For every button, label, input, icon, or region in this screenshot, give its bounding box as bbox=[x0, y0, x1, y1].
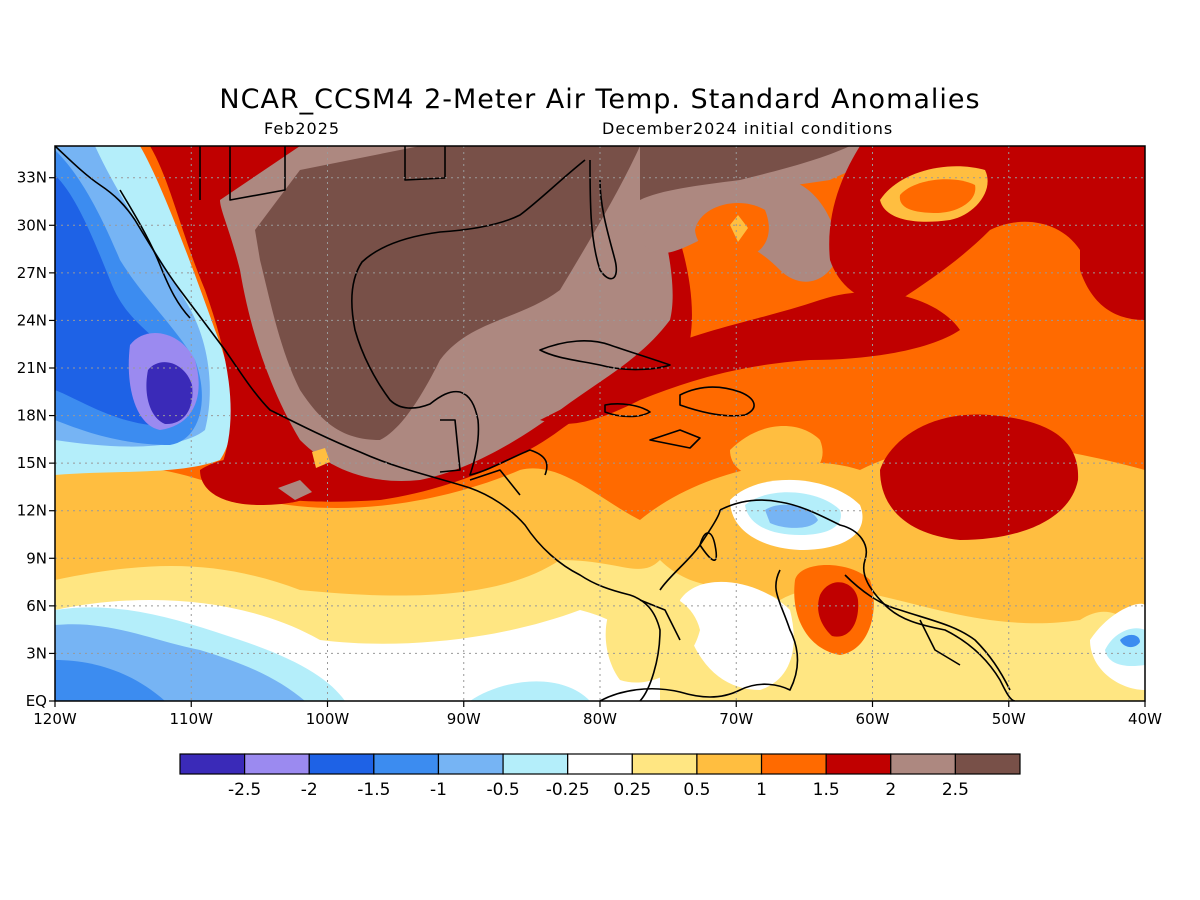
colorbar-swatch bbox=[373, 753, 440, 775]
anomaly-field bbox=[55, 146, 1145, 701]
colorbar-swatch bbox=[890, 753, 956, 775]
lat-tick-label: 6N bbox=[26, 597, 47, 615]
lat-tick-label: 3N bbox=[26, 644, 47, 662]
colorbar-label: 2.5 bbox=[942, 780, 969, 800]
lat-tick-label: 12N bbox=[17, 502, 47, 520]
colorbar-label: 0.5 bbox=[683, 780, 710, 800]
colorbar-swatch bbox=[760, 753, 827, 775]
lon-tick-label: 70W bbox=[719, 710, 753, 728]
lat-tick-label: 33N bbox=[17, 169, 47, 187]
coastlines bbox=[55, 146, 1016, 701]
colorbar-label: -2 bbox=[301, 780, 318, 800]
colorbar: -2.5 -2 -1.5 -1 -0.5 -0.25 0.25 0.5 1 1.5 2 2.5 bbox=[179, 753, 1021, 800]
lon-tick-label: 120W bbox=[33, 710, 77, 728]
lon-tick-label: 50W bbox=[992, 710, 1026, 728]
colorbar-swatch bbox=[825, 753, 892, 775]
lon-tick-label: 100W bbox=[306, 710, 350, 728]
valid-month-label: Feb2025 bbox=[264, 119, 341, 138]
map-title: NCAR_CCSM4 2-Meter Air Temp. Standard An… bbox=[219, 84, 981, 115]
colorbar-label: -2.5 bbox=[228, 780, 261, 800]
lon-tick-label: 90W bbox=[447, 710, 481, 728]
colorbar-label: -0.25 bbox=[546, 780, 590, 800]
colorbar-swatch bbox=[244, 753, 310, 775]
colorbar-swatch bbox=[308, 753, 375, 775]
colorbar-label: 0.25 bbox=[613, 780, 651, 800]
gridlines bbox=[55, 146, 1145, 701]
lat-tick-label: 9N bbox=[26, 549, 47, 567]
lat-tick-label: 27N bbox=[17, 264, 47, 282]
init-conditions-label: December2024 initial conditions bbox=[602, 119, 894, 138]
colorbar-label: -1 bbox=[430, 780, 447, 800]
lon-tick-label: 40W bbox=[1128, 710, 1162, 728]
lat-tick-label: EQ bbox=[26, 692, 47, 710]
lat-tick-label: 15N bbox=[17, 454, 47, 472]
colorbar-swatch bbox=[631, 753, 698, 775]
colorbar-label: 2 bbox=[885, 780, 896, 800]
lat-tick-label: 24N bbox=[17, 311, 47, 329]
colorbar-swatch bbox=[954, 753, 1021, 775]
lon-tick-label: 80W bbox=[583, 710, 617, 728]
colorbar-swatch bbox=[696, 753, 763, 775]
lat-axis: EQ 3N 6N 9N 12N 15N 18N 21N 24N 27N 30N 33N bbox=[17, 169, 55, 710]
colorbar-label: 1.5 bbox=[813, 780, 840, 800]
colorbar-swatch bbox=[437, 753, 504, 775]
lon-tick-label: 110W bbox=[170, 710, 214, 728]
lat-tick-label: 18N bbox=[17, 407, 47, 425]
colorbar-label: -0.5 bbox=[486, 780, 519, 800]
lat-tick-label: 30N bbox=[17, 216, 47, 234]
lat-tick-label: 21N bbox=[17, 359, 47, 377]
lon-axis: 120W 110W 100W 90W 80W 70W 60W 50W 40W bbox=[33, 701, 1162, 728]
lon-tick-label: 60W bbox=[856, 710, 890, 728]
colorbar-swatch bbox=[179, 753, 246, 775]
colorbar-swatch bbox=[567, 753, 633, 775]
colorbar-label: -1.5 bbox=[357, 780, 390, 800]
colorbar-label: 1 bbox=[756, 780, 767, 800]
colorbar-swatch bbox=[502, 753, 569, 775]
